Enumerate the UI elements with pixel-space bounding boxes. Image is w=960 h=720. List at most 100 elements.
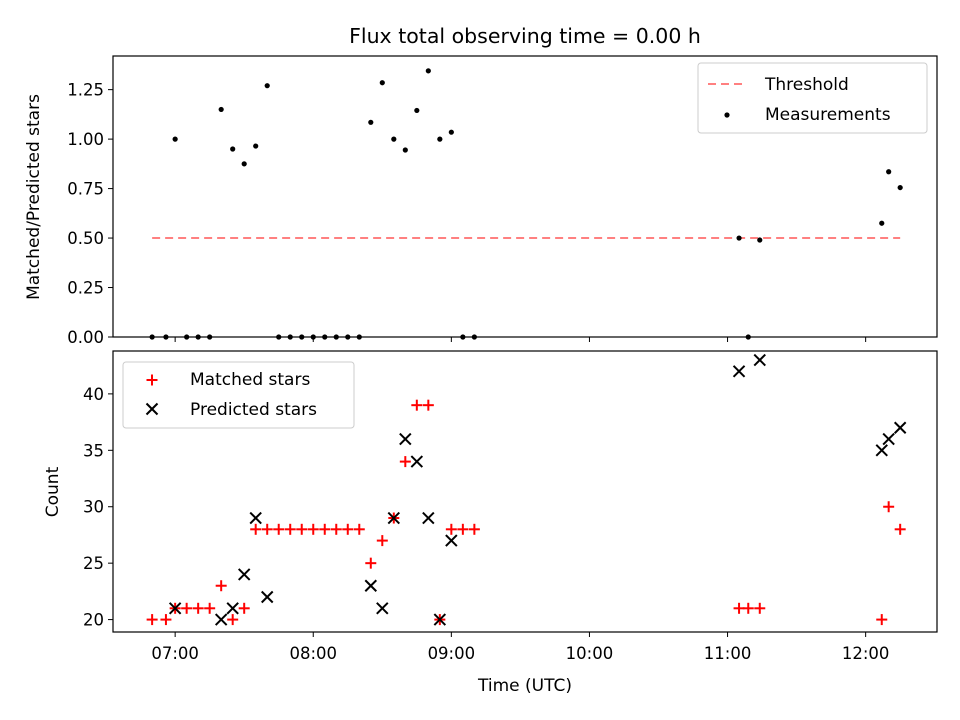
predicted-star-point [249, 511, 262, 525]
measurement-point [207, 334, 213, 340]
count-x-tick-label: 10:00 [566, 644, 614, 663]
measurement-point [195, 334, 201, 340]
measurement-point [437, 136, 443, 142]
matched-star-point [445, 523, 457, 535]
matched-star-point [146, 614, 158, 626]
matched-star-point [296, 523, 308, 535]
ratio-y-tick-label: 0.00 [67, 328, 104, 347]
predicted-star-point [433, 613, 447, 626]
predicted-star-point [387, 511, 401, 525]
count-y-tick-label: 35 [83, 441, 104, 460]
legend-measurements-label: Measurements [765, 105, 891, 125]
measurement-point [736, 235, 742, 241]
predicted-star-point [410, 455, 424, 468]
measurement-point [264, 83, 270, 89]
matched-star-point [876, 614, 888, 626]
measurement-point [299, 334, 305, 340]
measurement-point [333, 334, 339, 340]
legend-predicted-label: Predicted stars [190, 400, 317, 420]
matched-star-point [215, 580, 227, 592]
measurement-point [368, 119, 374, 125]
count-panel: 20 25 30 35 40 07:00 08:00 09:00 10:00 11:00 12:0… [43, 350, 938, 696]
measurement-point [322, 334, 328, 340]
matched-star-point [468, 523, 480, 535]
matched-star-point [273, 523, 285, 535]
measurement-point [241, 161, 247, 167]
predicted-star-point [732, 365, 746, 378]
count-x-ticks: 07:00 08:00 09:00 10:00 11:00 12:00 [151, 632, 889, 663]
count-x-tick-label: 08:00 [289, 644, 337, 663]
matched-star-point [160, 614, 172, 626]
matched-star-point [284, 523, 296, 535]
ratio-panel: 0.00 0.25 0.50 0.75 1.00 1.25 Matched/Predict… [24, 55, 938, 347]
ratio-panel-frame [112, 55, 938, 338]
measurement-point [471, 334, 477, 340]
matched-star-point [399, 456, 411, 468]
matched-star-point [894, 523, 906, 535]
measurement-point [276, 334, 282, 340]
legend-matched-swatch [146, 374, 158, 386]
count-y-tick-label: 20 [83, 611, 104, 630]
matched-star-point [319, 523, 331, 535]
legend-matched-label: Matched stars [190, 370, 310, 390]
ratio-legend: Threshold Measurements [697, 62, 928, 134]
measurement-point [253, 143, 259, 149]
measurement-points [149, 68, 903, 340]
matched-star-point [342, 523, 354, 535]
measurement-point [172, 136, 178, 142]
count-x-tick-label: 09:00 [428, 644, 476, 663]
matched-star-point [754, 602, 766, 614]
measurement-point [757, 237, 763, 243]
measurement-point [448, 129, 454, 135]
predicted-star-point [214, 613, 228, 626]
measurement-point [287, 334, 293, 340]
matched-star-point [204, 602, 216, 614]
matched-star-point [457, 523, 469, 535]
measurement-point [886, 169, 892, 175]
measurement-point [356, 334, 362, 340]
matched-star-point [365, 557, 377, 569]
count-y-axis-label: Count [43, 466, 63, 517]
matched-star-point [733, 602, 745, 614]
ratio-y-axis-label: Matched/Predicted stars [24, 94, 44, 300]
measurement-point [163, 334, 169, 340]
matched-star-point [238, 602, 250, 614]
legend-measurements-swatch [724, 112, 730, 118]
measurement-point [745, 334, 751, 340]
measurement-point [402, 147, 408, 153]
matched-star-point [192, 602, 204, 614]
matched-star-point [353, 523, 365, 535]
count-x-tick-label: 12:00 [842, 644, 890, 663]
predicted-star-point [875, 444, 888, 457]
x-axis-label: Time (UTC) [477, 676, 572, 696]
predicted-star-point [399, 432, 412, 446]
measurement-point [897, 184, 903, 191]
measurement-point [310, 334, 316, 340]
chart-title: Flux total observing time = 0.00 h [349, 24, 701, 48]
measurement-point [345, 334, 351, 340]
measurement-point [425, 68, 431, 74]
predicted-star-point [376, 602, 389, 615]
measurement-point [391, 136, 397, 142]
count-x-tick-label: 11:00 [704, 644, 752, 663]
ratio-y-tick-label: 1.25 [67, 81, 104, 100]
matched-star-point [250, 523, 262, 535]
matched-star-point [422, 399, 434, 411]
ratio-y-tick-label: 1.00 [67, 130, 104, 149]
predicted-star-point [364, 579, 377, 592]
measurement-point [414, 107, 420, 114]
predicted-star-point [422, 511, 435, 525]
measurement-point [879, 220, 885, 226]
ratio-y-tick-label: 0.75 [67, 180, 104, 199]
measurement-point [379, 80, 385, 86]
predicted-star-point [226, 602, 239, 615]
predicted-star-point [168, 602, 182, 615]
ratio-y-ticks: 0.00 0.25 0.50 0.75 1.00 1.25 [67, 81, 113, 347]
matched-star-point [411, 399, 423, 411]
count-legend-box [122, 361, 355, 429]
ratio-y-tick-label: 0.25 [67, 279, 104, 298]
measurement-point [460, 334, 466, 340]
predicted-star-point [753, 353, 766, 367]
ratio-legend-box [697, 62, 928, 134]
measurement-point [218, 106, 224, 113]
